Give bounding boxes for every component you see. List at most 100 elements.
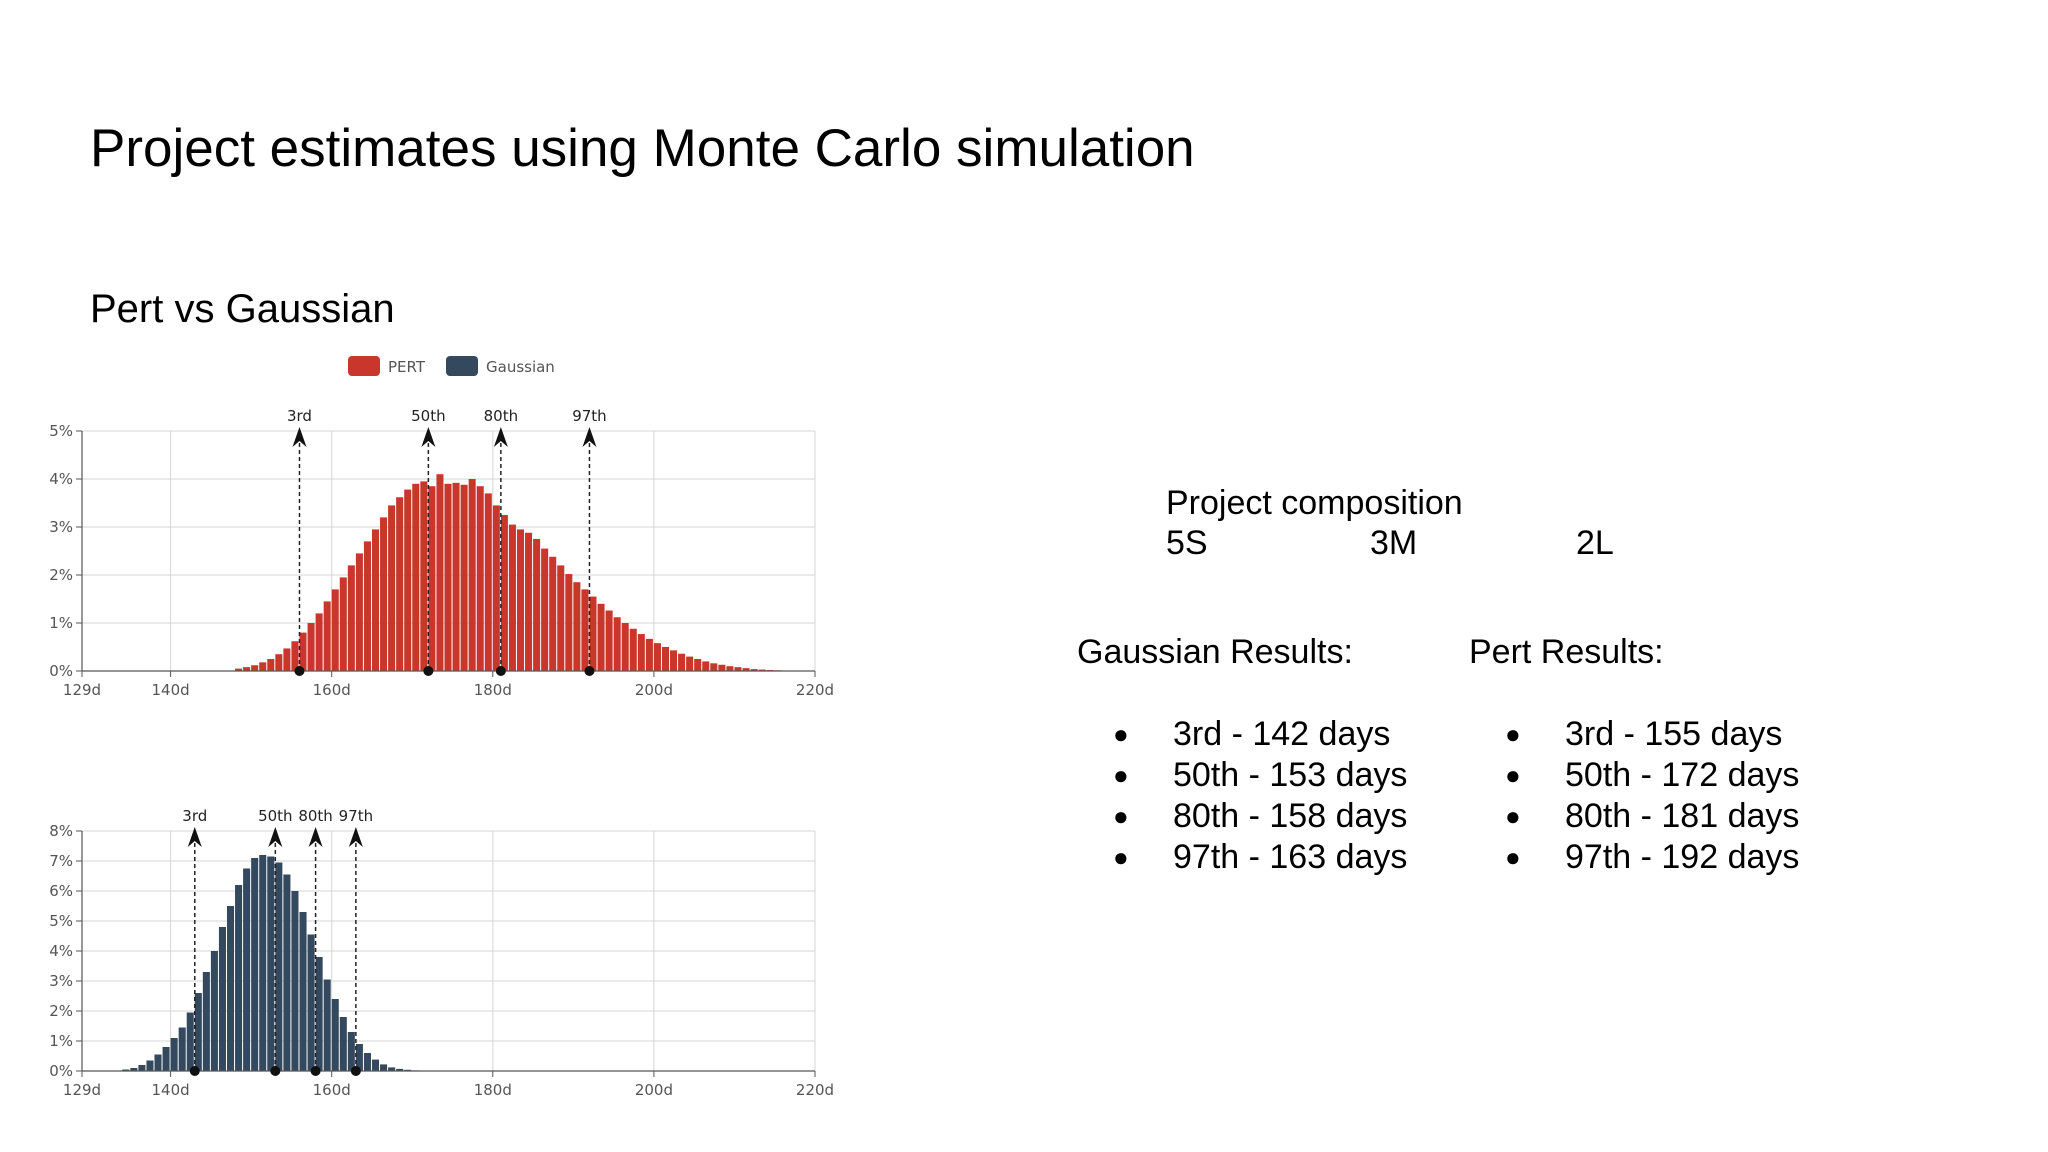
bullet-icon: ● xyxy=(1113,760,1129,790)
histogram-bar xyxy=(210,951,218,1071)
arrow-up-icon xyxy=(582,427,597,447)
percentile-label: 80th xyxy=(484,407,518,425)
histogram-bar xyxy=(307,623,315,671)
histogram-bar xyxy=(581,589,589,671)
histogram-bar xyxy=(492,505,500,671)
percentile-dot xyxy=(423,666,434,676)
histogram-bar xyxy=(323,601,331,671)
percentile-label: 3rd xyxy=(182,807,207,825)
x-tick-label: 160d xyxy=(313,681,351,699)
percentile-label: 80th xyxy=(298,807,332,825)
percentile-label: 3rd xyxy=(287,407,312,425)
arrow-up-icon xyxy=(493,427,508,447)
histogram-bar xyxy=(508,524,516,671)
histogram-bar xyxy=(726,666,734,671)
histogram-bar xyxy=(541,548,549,671)
histogram-bar xyxy=(323,979,331,1071)
histogram-bar xyxy=(355,553,363,671)
list-item: ● 97th - 163 days xyxy=(1113,837,1407,878)
histogram-bar xyxy=(218,927,226,1071)
composition-item-small: 5S xyxy=(1166,524,1208,562)
x-tick-label: 160d xyxy=(313,1081,351,1099)
percentile-dot xyxy=(495,666,506,676)
x-tick-label: 140d xyxy=(152,681,190,699)
histogram-bar xyxy=(380,517,388,671)
histogram-bar xyxy=(154,1054,162,1071)
y-tick-label: 4% xyxy=(49,470,73,488)
x-tick-label: 220d xyxy=(796,1081,834,1099)
histogram-bar xyxy=(347,565,355,671)
histogram-bar xyxy=(420,481,428,671)
histogram-bar xyxy=(565,574,573,671)
histogram-bar xyxy=(170,1038,178,1071)
histogram-bar xyxy=(758,669,766,671)
histogram-bar xyxy=(146,1060,154,1071)
histogram-bar xyxy=(637,634,645,671)
histogram-bar xyxy=(557,565,565,671)
histogram-bar xyxy=(243,667,251,671)
bullet-icon: ● xyxy=(1505,760,1521,790)
list-item: ● 80th - 158 days xyxy=(1113,796,1407,837)
histogram-bar xyxy=(259,662,267,671)
histogram-bar xyxy=(589,596,597,671)
y-tick-label: 0% xyxy=(49,662,73,680)
arrow-up-icon xyxy=(187,827,202,847)
histogram-bar xyxy=(388,1067,396,1071)
result-text: 50th - 172 days xyxy=(1565,756,1800,794)
bullet-icon: ● xyxy=(1505,719,1521,749)
histogram-bar xyxy=(315,957,323,1071)
histogram-bar xyxy=(444,483,452,671)
y-tick-label: 0% xyxy=(49,1062,73,1080)
histogram-bar xyxy=(299,912,307,1071)
histogram-bar xyxy=(291,641,299,671)
x-tick-label: 129d xyxy=(63,1081,101,1099)
histogram-bar xyxy=(178,1027,186,1071)
y-tick-label: 3% xyxy=(49,518,73,536)
histogram-bar xyxy=(331,589,339,671)
result-text: 97th - 192 days xyxy=(1565,838,1800,876)
histogram-bar xyxy=(243,868,251,1071)
histogram-bar xyxy=(130,1068,138,1071)
histogram-bar xyxy=(339,577,347,671)
list-item: ● 3rd - 155 days xyxy=(1505,714,1799,755)
bullet-icon: ● xyxy=(1113,842,1129,872)
histogram-bar xyxy=(226,906,235,1071)
histogram-bar xyxy=(452,482,460,671)
bullet-icon: ● xyxy=(1113,719,1129,749)
percentile-dot xyxy=(270,1066,281,1076)
list-item: ● 50th - 172 days xyxy=(1505,755,1799,796)
pert-results-heading: Pert Results: xyxy=(1469,633,1664,671)
histogram-bar xyxy=(702,661,710,671)
histogram-bar xyxy=(460,484,468,671)
gaussian-chart: 0% 1% 2% 3% 4% 5% 6% 7% 8% 129d 140d 160d 180d 200d 22… xyxy=(49,807,834,1099)
histogram-bar xyxy=(396,497,404,671)
histogram-bar xyxy=(533,539,541,671)
legend-label: Gaussian xyxy=(486,358,555,376)
x-tick-label: 200d xyxy=(635,681,673,699)
result-text: 80th - 181 days xyxy=(1565,797,1800,835)
list-item: ● 97th - 192 days xyxy=(1505,837,1799,878)
histogram-bar xyxy=(500,515,508,671)
histogram-bar xyxy=(267,856,275,1071)
histogram-bar xyxy=(678,653,686,671)
histogram-bar xyxy=(283,874,291,1071)
histogram-bar xyxy=(653,643,661,671)
percentile-dot xyxy=(294,666,305,676)
histogram-bar xyxy=(613,617,621,671)
histogram-bar xyxy=(259,855,267,1071)
histogram-bar xyxy=(670,650,678,671)
histogram-bar xyxy=(235,668,243,671)
histogram-bar xyxy=(525,532,533,671)
histogram-bar xyxy=(339,1017,347,1071)
histogram-bar xyxy=(194,993,202,1071)
histogram-bar xyxy=(186,1012,194,1071)
composition-title: Project composition xyxy=(1166,484,1463,522)
arrow-up-icon xyxy=(421,427,436,447)
result-text: 3rd - 155 days xyxy=(1565,715,1783,753)
histogram-bar xyxy=(710,663,718,671)
legend-swatch xyxy=(446,356,478,376)
histogram-bar xyxy=(315,613,323,671)
y-tick-label: 7% xyxy=(49,852,73,870)
x-tick-label: 140d xyxy=(152,1081,190,1099)
composition-item-large: 2L xyxy=(1576,524,1614,562)
